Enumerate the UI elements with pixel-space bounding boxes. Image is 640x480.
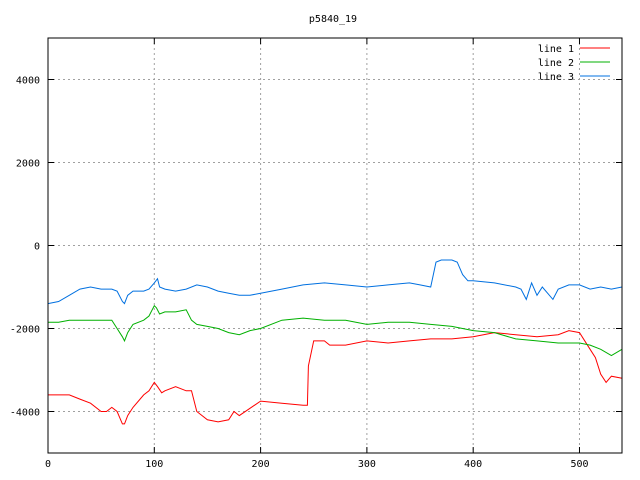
y-tick-label: 4000 xyxy=(16,76,40,87)
legend-label: line 2 xyxy=(538,58,574,69)
y-tick-label: 0 xyxy=(34,242,40,253)
series-line-2 xyxy=(48,304,623,357)
legend-label: line 1 xyxy=(538,44,574,55)
y-tick-label: -2000 xyxy=(10,325,40,336)
series-line-1 xyxy=(48,330,623,425)
y-tick-label: -4000 xyxy=(10,408,40,419)
x-tick-label: 300 xyxy=(358,459,376,470)
grid xyxy=(48,38,622,453)
x-tick-label: 400 xyxy=(464,459,482,470)
chart-title: p5840_19 xyxy=(309,14,357,25)
legend: line 1 line 2 line 3 xyxy=(538,44,610,83)
x-tick-label: 100 xyxy=(145,459,163,470)
y-tick-label: 2000 xyxy=(16,159,40,170)
series-line-3 xyxy=(47,259,623,305)
x-tick-label: 0 xyxy=(45,459,51,470)
series-lines xyxy=(47,259,623,425)
axes: 0 100 200 300 400 500 -4000 -2000 0 2000 4000 xyxy=(10,38,622,470)
legend-label: line 3 xyxy=(538,72,574,83)
x-tick-label: 500 xyxy=(570,459,588,470)
x-tick-label: 200 xyxy=(252,459,270,470)
